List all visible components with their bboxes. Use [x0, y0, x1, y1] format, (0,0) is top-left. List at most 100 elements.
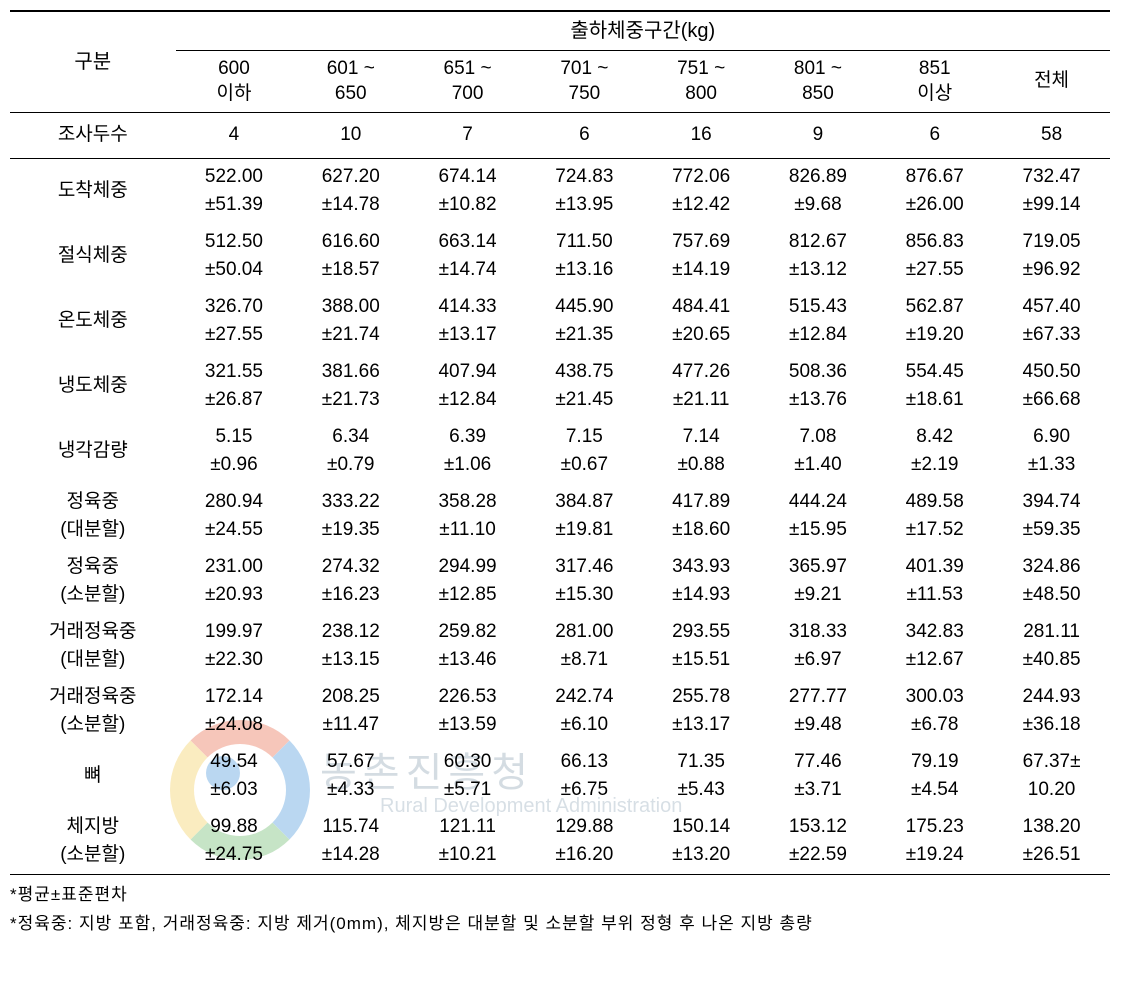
cell-7-6: 342.83±12.67 — [876, 614, 993, 679]
row-label-5: 정육중(대분할) — [10, 484, 176, 549]
cell-8-5: 277.77±9.48 — [760, 679, 877, 744]
cell-3-0: 321.55±26.87 — [176, 354, 293, 419]
cell-0-1: 627.20±14.78 — [292, 158, 409, 224]
cell-5-5: 444.24±15.95 — [760, 484, 877, 549]
cell-9-6: 79.19±4.54 — [876, 744, 993, 809]
row-label-3: 냉도체중 — [10, 354, 176, 419]
data-row-10: 체지방(소분할)99.88±24.75115.74±14.28121.11±10… — [10, 809, 1110, 875]
cell-10-5: 153.12±22.59 — [760, 809, 877, 875]
header-range-4: 751 ~800 — [643, 51, 760, 113]
header-range-0: 600이하 — [176, 51, 293, 113]
cell-9-2: 60.30±5.71 — [409, 744, 526, 809]
cell-8-2: 226.53±13.59 — [409, 679, 526, 744]
survey-label: 조사두수 — [10, 113, 176, 159]
cell-5-0: 280.94±24.55 — [176, 484, 293, 549]
cell-7-1: 238.12±13.15 — [292, 614, 409, 679]
cell-3-5: 508.36±13.76 — [760, 354, 877, 419]
cell-2-6: 562.87±19.20 — [876, 289, 993, 354]
data-row-6: 정육중(소분할)231.00±20.93274.32±16.23294.99±1… — [10, 549, 1110, 614]
cell-2-3: 445.90±21.35 — [526, 289, 643, 354]
cell-1-3: 711.50±13.16 — [526, 224, 643, 289]
survey-val-3: 6 — [526, 113, 643, 159]
row-label-1: 절식체중 — [10, 224, 176, 289]
cell-9-0: 49.54±6.03 — [176, 744, 293, 809]
cell-6-0: 231.00±20.93 — [176, 549, 293, 614]
cell-3-3: 438.75±21.45 — [526, 354, 643, 419]
data-row-7: 거래정육중(대분할)199.97±22.30238.12±13.15259.82… — [10, 614, 1110, 679]
data-row-5: 정육중(대분할)280.94±24.55333.22±19.35358.28±1… — [10, 484, 1110, 549]
cell-2-7: 457.40±67.33 — [993, 289, 1110, 354]
cell-0-4: 772.06±12.42 — [643, 158, 760, 224]
cell-3-2: 407.94±12.84 — [409, 354, 526, 419]
cell-0-6: 876.67±26.00 — [876, 158, 993, 224]
footnotes: *평균±표준편차*정육중: 지방 포함, 거래정육중: 지방 제거(0mm), … — [10, 881, 1111, 937]
cell-7-0: 199.97±22.30 — [176, 614, 293, 679]
header-range-6: 851이상 — [876, 51, 993, 113]
header-range-1: 601 ~650 — [292, 51, 409, 113]
cell-6-1: 274.32±16.23 — [292, 549, 409, 614]
cell-3-1: 381.66±21.73 — [292, 354, 409, 419]
data-row-8: 거래정육중(소분할)172.14±24.08208.25±11.47226.53… — [10, 679, 1110, 744]
survey-row: 조사두수41076169658 — [10, 113, 1110, 159]
cell-5-3: 384.87±19.81 — [526, 484, 643, 549]
cell-0-2: 674.14±10.82 — [409, 158, 526, 224]
cell-3-4: 477.26±21.11 — [643, 354, 760, 419]
cell-6-3: 317.46±15.30 — [526, 549, 643, 614]
cell-0-5: 826.89±9.68 — [760, 158, 877, 224]
cell-10-2: 121.11±10.21 — [409, 809, 526, 875]
cell-5-7: 394.74±59.35 — [993, 484, 1110, 549]
cell-1-5: 812.67±13.12 — [760, 224, 877, 289]
cell-2-2: 414.33±13.17 — [409, 289, 526, 354]
survey-val-4: 16 — [643, 113, 760, 159]
cell-5-1: 333.22±19.35 — [292, 484, 409, 549]
cell-1-7: 719.05±96.92 — [993, 224, 1110, 289]
cell-1-2: 663.14±14.74 — [409, 224, 526, 289]
cell-3-7: 450.50±66.68 — [993, 354, 1110, 419]
cell-1-0: 512.50±50.04 — [176, 224, 293, 289]
cell-8-4: 255.78±13.17 — [643, 679, 760, 744]
cell-7-2: 259.82±13.46 — [409, 614, 526, 679]
cell-4-5: 7.08±1.40 — [760, 419, 877, 484]
cell-9-4: 71.35±5.43 — [643, 744, 760, 809]
cell-2-4: 484.41±20.65 — [643, 289, 760, 354]
cell-10-1: 115.74±14.28 — [292, 809, 409, 875]
row-label-6: 정육중(소분할) — [10, 549, 176, 614]
cell-8-3: 242.74±6.10 — [526, 679, 643, 744]
row-label-8: 거래정육중(소분할) — [10, 679, 176, 744]
row-label-9: 뼈 — [10, 744, 176, 809]
cell-4-0: 5.15±0.96 — [176, 419, 293, 484]
cell-9-7: 67.37±10.20 — [993, 744, 1110, 809]
cell-5-6: 489.58±17.52 — [876, 484, 993, 549]
cell-1-4: 757.69±14.19 — [643, 224, 760, 289]
cell-5-2: 358.28±11.10 — [409, 484, 526, 549]
cell-5-4: 417.89±18.60 — [643, 484, 760, 549]
survey-val-6: 6 — [876, 113, 993, 159]
cell-4-3: 7.15±0.67 — [526, 419, 643, 484]
cell-7-5: 318.33±6.97 — [760, 614, 877, 679]
survey-val-1: 10 — [292, 113, 409, 159]
cell-6-4: 343.93±14.93 — [643, 549, 760, 614]
cell-6-7: 324.86±48.50 — [993, 549, 1110, 614]
cell-6-2: 294.99±12.85 — [409, 549, 526, 614]
cell-10-4: 150.14±13.20 — [643, 809, 760, 875]
header-range-7: 전체 — [993, 51, 1110, 113]
data-row-1: 절식체중512.50±50.04616.60±18.57663.14±14.74… — [10, 224, 1110, 289]
data-row-3: 냉도체중321.55±26.87381.66±21.73407.94±12.84… — [10, 354, 1110, 419]
cell-7-3: 281.00±8.71 — [526, 614, 643, 679]
cell-2-5: 515.43±12.84 — [760, 289, 877, 354]
cell-8-6: 300.03±6.78 — [876, 679, 993, 744]
cell-4-6: 8.42±2.19 — [876, 419, 993, 484]
header-range-3: 701 ~750 — [526, 51, 643, 113]
data-row-9: 뼈49.54±6.0357.67±4.3360.30±5.7166.13±6.7… — [10, 744, 1110, 809]
cell-0-7: 732.47±99.14 — [993, 158, 1110, 224]
table-body: 조사두수41076169658도착체중522.00±51.39627.20±14… — [10, 113, 1110, 875]
survey-val-5: 9 — [760, 113, 877, 159]
cell-4-4: 7.14±0.88 — [643, 419, 760, 484]
footnote-1: *정육중: 지방 포함, 거래정육중: 지방 제거(0mm), 체지방은 대분할… — [10, 910, 1111, 937]
row-label-7: 거래정육중(대분할) — [10, 614, 176, 679]
cell-3-6: 554.45±18.61 — [876, 354, 993, 419]
row-label-0: 도착체중 — [10, 158, 176, 224]
cell-4-2: 6.39±1.06 — [409, 419, 526, 484]
survey-val-0: 4 — [176, 113, 293, 159]
cell-7-7: 281.11±40.85 — [993, 614, 1110, 679]
